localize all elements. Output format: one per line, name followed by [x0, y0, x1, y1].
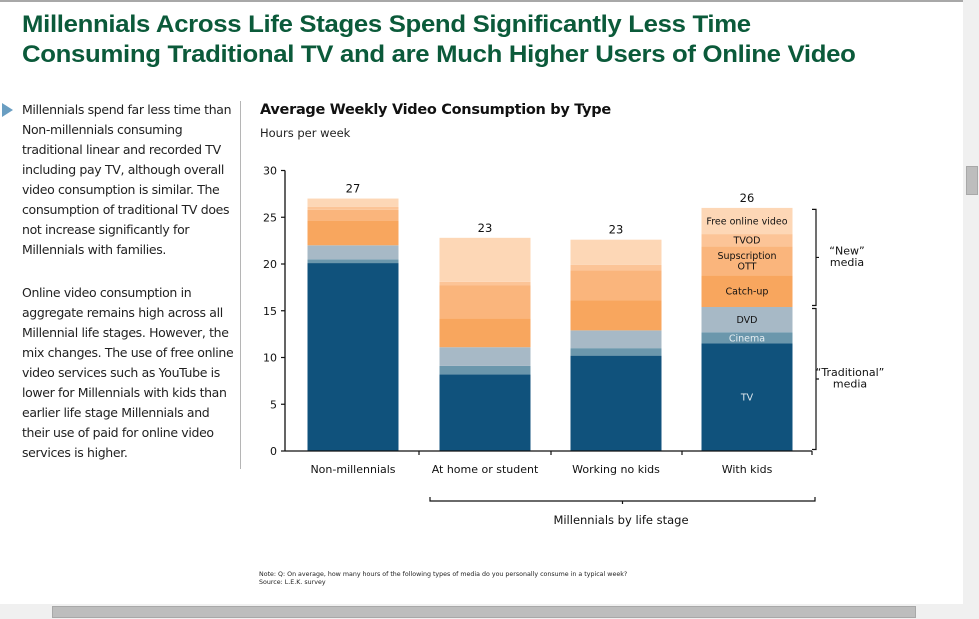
bar-segment-cinema — [701, 332, 793, 344]
bar-segment-tv — [570, 355, 662, 451]
bar-segment-catch-up — [570, 300, 662, 331]
bar-total-label: 23 — [609, 223, 624, 237]
bar-segment-free-online-video — [439, 237, 531, 282]
bar-segment-dvd — [307, 245, 399, 260]
y-tick-label: 15 — [263, 305, 277, 318]
y-tick-label: 5 — [270, 398, 277, 411]
bar-segment-dvd — [570, 330, 662, 349]
bar-segment-tv — [307, 263, 399, 451]
bar-segment-supscription-ott — [701, 246, 793, 276]
segment-label: TV — [740, 393, 754, 404]
bar-segment-tvod — [701, 234, 793, 247]
note-question: Note: Q: On average, how many hours of t… — [259, 571, 628, 578]
bar-segment-supscription-ott — [439, 285, 531, 319]
bar-segment-supscription-ott — [570, 270, 662, 301]
x-tick-label: At home or student — [432, 463, 539, 476]
bar-segment-catch-up — [701, 275, 793, 308]
annotation-label: “New” — [829, 244, 864, 257]
annotation-label: media — [830, 256, 864, 269]
horizontal-scrollbar-thumb[interactable] — [52, 606, 916, 618]
vertical-scrollbar-thumb[interactable] — [966, 166, 978, 195]
y-tick-label: 30 — [263, 165, 277, 178]
chart-title: Average Weekly Video Consumption by Type — [260, 102, 611, 118]
x-tick-label: Working no kids — [572, 463, 660, 476]
bar-segment-cinema — [439, 365, 531, 375]
bar-segment-free-online-video — [570, 239, 662, 265]
x-tick-label: Non-millennials — [310, 463, 395, 476]
segment-label: DVD — [737, 315, 758, 326]
bar-segment-free-online-video — [307, 198, 399, 207]
chart-note: Note: Q: On average, how many hours of t… — [259, 571, 627, 587]
column-divider — [240, 101, 241, 469]
bar-segment-free-online-video — [701, 207, 793, 235]
bar-segment-cinema — [307, 259, 399, 264]
slide-page: Millennials Across Life Stages Spend Sig… — [0, 0, 963, 604]
y-tick-label: 0 — [270, 445, 277, 458]
bar-segment-tv — [439, 374, 531, 451]
bar-segment-tvod — [570, 264, 662, 271]
x-tick-label: With kids — [722, 463, 773, 476]
segment-label: Supscription — [717, 251, 776, 262]
bar-total-label: 27 — [346, 182, 361, 196]
annotation-bracket — [812, 208, 819, 307]
y-tick-label: 10 — [263, 352, 277, 365]
slide-title-line-2: Consuming Traditional TV and are Much Hi… — [22, 41, 856, 68]
annotation-label: “Traditional” — [816, 366, 885, 379]
bar-segment-supscription-ott — [307, 209, 399, 221]
segment-label: Catch-up — [726, 287, 769, 298]
bar-segment-tv — [701, 343, 793, 451]
bar-total-label: 23 — [478, 221, 493, 235]
segment-label: Free online video — [706, 216, 787, 227]
group-bracket — [429, 497, 816, 504]
body-paragraph-2: Online video consumption in aggregate re… — [22, 285, 234, 460]
bar-segment-tvod — [439, 281, 531, 286]
note-source: Source: L.E.K. survey — [259, 579, 326, 586]
slide-title: Millennials Across Life Stages Spend Sig… — [22, 10, 979, 70]
bar-segment-cinema — [570, 348, 662, 356]
body-paragraph-1: Millennials spend far less time than Non… — [22, 102, 232, 257]
y-tick-label: 25 — [263, 211, 277, 224]
bar-segment-tvod — [307, 206, 399, 210]
bar-segment-dvd — [439, 347, 531, 366]
chart-subtitle: Hours per week — [260, 126, 351, 140]
y-tick-label: 20 — [263, 258, 277, 271]
bar-segment-catch-up — [307, 220, 399, 246]
annotation-label: media — [833, 378, 867, 391]
bar-total-label: 26 — [740, 191, 755, 205]
bar-segment-dvd — [701, 307, 793, 333]
segment-label: TVOD — [733, 236, 761, 247]
segment-label: OTT — [738, 261, 757, 272]
bullet-triangle-icon — [2, 103, 13, 117]
group-bracket-label: Millennials by life stage — [553, 513, 688, 527]
top-border — [0, 0, 963, 2]
slide-title-line-1: Millennials Across Life Stages Spend Sig… — [22, 11, 751, 38]
bar-segment-catch-up — [439, 318, 531, 348]
segment-label: Cinema — [729, 333, 765, 344]
annotation-bracket — [812, 307, 819, 451]
